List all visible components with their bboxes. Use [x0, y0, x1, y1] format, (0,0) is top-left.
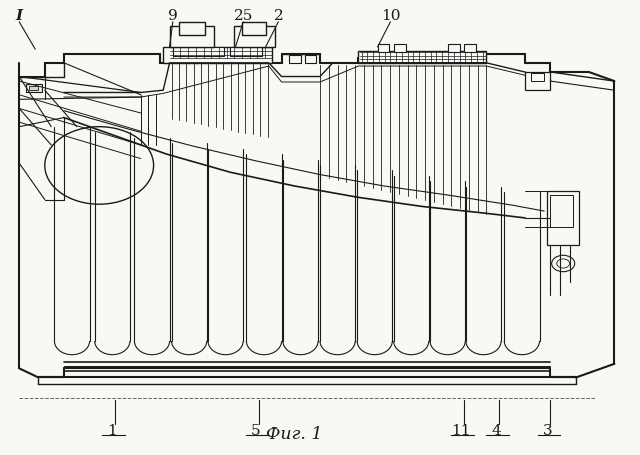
Bar: [448, 45, 460, 53]
Bar: [394, 45, 406, 53]
Bar: [242, 23, 266, 36]
Bar: [305, 56, 316, 64]
Bar: [464, 45, 476, 53]
Text: 3: 3: [542, 423, 552, 437]
Bar: [26, 85, 42, 93]
Text: 25: 25: [234, 9, 253, 23]
Text: 11: 11: [451, 423, 470, 437]
Text: 5: 5: [251, 423, 261, 437]
Bar: [163, 48, 272, 64]
Bar: [289, 56, 301, 64]
Bar: [547, 191, 579, 246]
Bar: [234, 27, 275, 48]
Text: 2: 2: [273, 9, 284, 23]
Text: I: I: [15, 9, 23, 23]
Bar: [378, 45, 389, 53]
Bar: [29, 86, 38, 91]
Bar: [173, 48, 224, 57]
Text: Фиг. 1: Фиг. 1: [266, 425, 323, 442]
Bar: [179, 23, 205, 36]
Bar: [170, 27, 214, 48]
Bar: [550, 196, 573, 228]
Bar: [230, 48, 262, 57]
Text: 10: 10: [381, 9, 400, 23]
Bar: [531, 74, 544, 82]
Bar: [525, 73, 550, 91]
Bar: [358, 52, 486, 64]
Text: 9: 9: [168, 9, 178, 23]
Text: 4: 4: [491, 423, 501, 437]
Text: 1: 1: [107, 423, 117, 437]
